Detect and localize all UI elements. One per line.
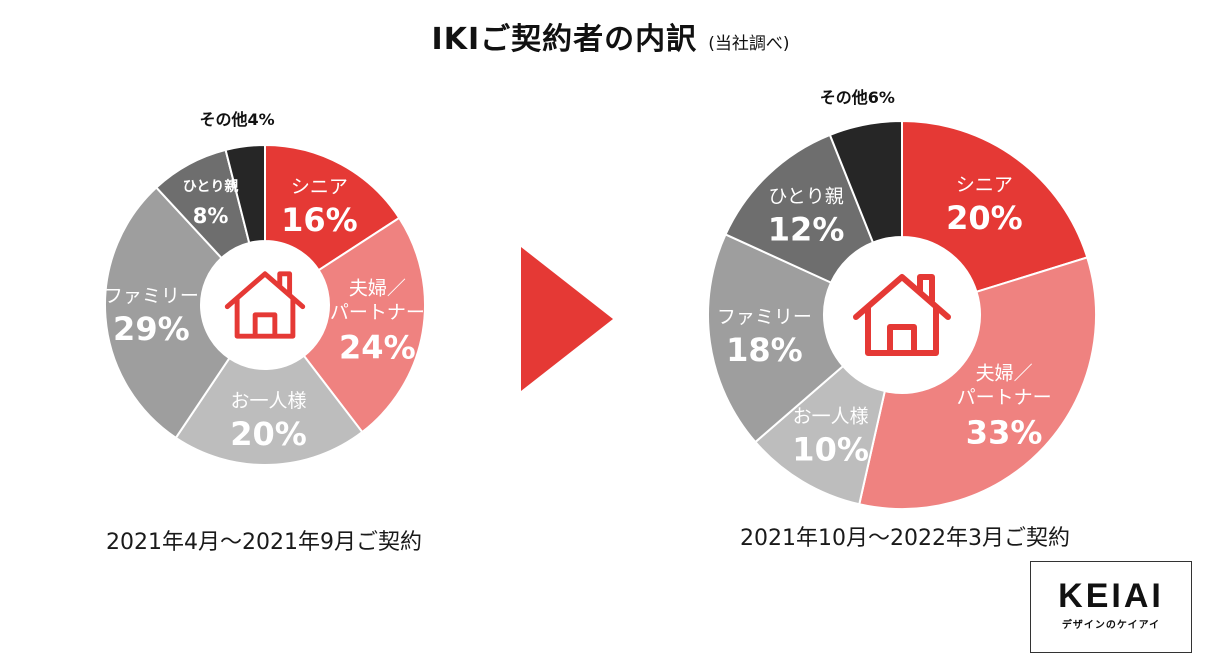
- label-family-value: 18%: [726, 331, 803, 369]
- logo-subtitle: デザインのケイアイ: [1061, 620, 1161, 631]
- caption-left: 2021年4月～2021年9月ご契約: [106, 530, 422, 555]
- donut-chart-2021h2: シニア 20% 夫婦／パートナー 33% お一人様 10% ファミリー 18% ひとり親 12% そ…: [707, 88, 1097, 510]
- label-couple-value: 24%: [339, 328, 416, 366]
- label-single-parent-name: ひとり親: [768, 185, 843, 207]
- title-note: (当社調べ): [708, 34, 790, 54]
- center-hole: [824, 237, 980, 393]
- keiai-logo: KEIAI デザインのケイアイ: [1030, 561, 1192, 653]
- label-single-parent-value: 8%: [193, 204, 229, 228]
- center-hole: [201, 241, 329, 369]
- house-outline: [224, 271, 306, 339]
- house-outline: [853, 274, 951, 356]
- label-single-value: 10%: [792, 430, 869, 468]
- label-family-name: ファミリー: [717, 306, 812, 328]
- label-couple-name-1: 夫婦／: [976, 362, 1033, 384]
- chart-title: IKIご契約者の内訳 (当社調べ): [0, 14, 1221, 58]
- donut-chart-2021h1: シニア 16% 夫婦／パートナー 24% お一人様 20% ファミリー 29% ひとり親 8% その…: [104, 110, 426, 466]
- right-arrow-icon: [521, 247, 613, 391]
- caption-right: 2021年10月～2022年3月ご契約: [740, 526, 1070, 551]
- label-senior-value: 16%: [281, 201, 358, 239]
- label-family-value: 29%: [113, 310, 190, 348]
- label-family-name: ファミリー: [104, 285, 199, 307]
- label-couple-value: 33%: [966, 413, 1043, 451]
- label-single-name: お一人様: [231, 390, 307, 412]
- label-other: その他6%: [820, 88, 895, 107]
- slice-other: [828, 119, 903, 244]
- house-icon: [201, 241, 329, 369]
- label-senior-value: 20%: [946, 199, 1023, 237]
- house-icon: [824, 237, 980, 393]
- label-other: その他4%: [200, 110, 275, 129]
- label-couple-name-2: パートナー: [957, 386, 1052, 408]
- title-main: IKIご契約者の内訳: [431, 22, 698, 57]
- logo-word: KEIAI: [1058, 577, 1164, 615]
- label-senior-name: シニア: [956, 174, 1013, 196]
- label-couple-name-1: 夫婦／: [349, 277, 406, 299]
- label-single-name: お一人様: [793, 405, 869, 427]
- label-single-value: 20%: [230, 415, 307, 453]
- label-senior-name: シニア: [291, 176, 348, 198]
- label-single-parent-value: 12%: [768, 210, 845, 248]
- label-couple-name-2: パートナー: [330, 301, 425, 323]
- label-single-parent-name: ひとり親: [183, 178, 239, 195]
